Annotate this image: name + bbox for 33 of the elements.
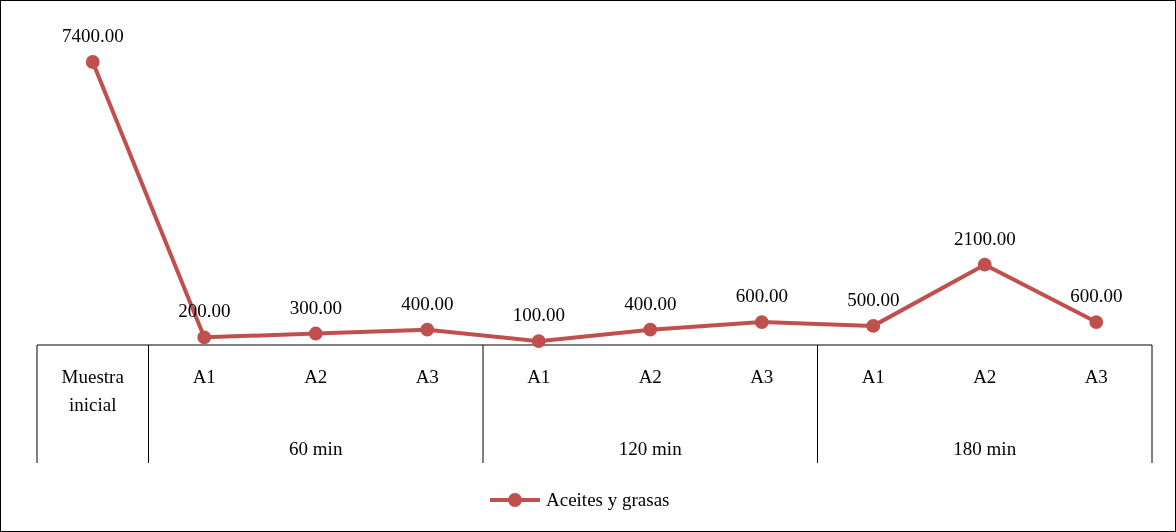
text: 180 min xyxy=(953,438,1017,459)
point xyxy=(197,330,212,345)
data-label: 400.00 xyxy=(624,292,677,314)
x-tick-label: Muestra inicial xyxy=(61,366,125,415)
x-tick-label: A2 xyxy=(973,366,997,387)
data-label: 400.00 xyxy=(401,292,454,314)
data-label: 100.00 xyxy=(512,304,565,326)
legend-label: Aceites y grasas xyxy=(546,489,670,510)
point xyxy=(866,318,881,333)
data-label: 2100.00 xyxy=(953,227,1016,249)
point xyxy=(754,315,769,329)
point xyxy=(977,257,992,272)
x-tick-label: A3 xyxy=(1084,366,1108,387)
point xyxy=(1089,315,1104,329)
x-tick-label: A1 xyxy=(527,366,551,387)
x-tick-label: A1 xyxy=(192,366,216,387)
data-label: 500.00 xyxy=(847,288,900,310)
x-tick-label: A1 xyxy=(861,366,885,387)
text: 60 min xyxy=(289,438,343,459)
point xyxy=(420,322,435,337)
x-tick-label: A3 xyxy=(415,366,439,387)
data-label: 600.00 xyxy=(1070,285,1123,307)
text: 120 min xyxy=(618,438,683,459)
data-label: 600.00 xyxy=(735,285,788,307)
point xyxy=(308,326,323,341)
data-label: 7400.00 xyxy=(61,25,124,46)
x-tick-label: A2 xyxy=(304,366,328,387)
data-label: 300.00 xyxy=(289,296,342,318)
point xyxy=(85,55,100,69)
point xyxy=(531,334,546,349)
x-tick-label: A3 xyxy=(750,366,774,387)
x-tick-label: A2 xyxy=(638,366,662,387)
point xyxy=(643,322,658,337)
